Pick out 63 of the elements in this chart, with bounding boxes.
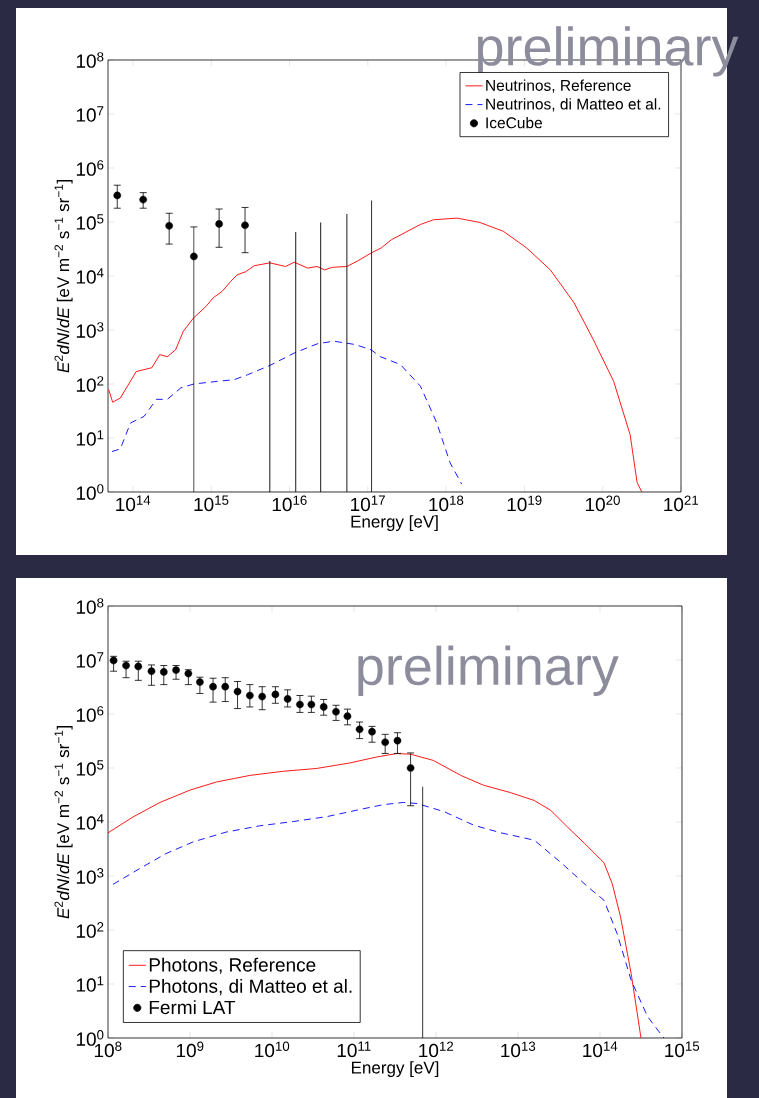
y-tick-label: 10$^{5}$	[76, 760, 104, 776]
y-tick-label: 10$^{8}$	[76, 598, 104, 614]
x-tick-label: 10$^{21}$	[664, 495, 699, 512]
text: E$^{2}$dN/dE [eV m$^{−2}$ s$^{−1}$ sr$^{−1}$]	[54, 726, 73, 919]
point	[319, 703, 328, 711]
y-tick-label: 10$^{2}$	[76, 922, 104, 938]
point	[134, 662, 143, 671]
legend-label: Neutrinos, Reference	[486, 79, 631, 93]
legend-label: Photons, Reference	[149, 957, 316, 974]
y-tick-label: 10$^{1}$	[76, 430, 104, 446]
point	[393, 736, 402, 745]
point	[109, 656, 118, 665]
x-axis-title: Energy [eV]	[351, 515, 438, 531]
point	[283, 695, 292, 703]
point	[221, 682, 230, 691]
y-tick-label: 10$^{4}$	[76, 814, 104, 830]
x-tick-label: 10$^{12}$	[419, 1041, 454, 1058]
x-tick-label: 10$^{14}$	[116, 495, 151, 512]
y-tick-label: 10$^{8}$	[76, 52, 104, 68]
y-tick-label: 10$^{2}$	[76, 376, 104, 392]
point	[159, 668, 168, 676]
x-tick-label: 10$^{13}$	[501, 1041, 536, 1058]
point	[139, 195, 147, 204]
y-tick-label: 10$^{0}$	[76, 484, 104, 500]
y-tick-label: 10$^{1}$	[76, 976, 104, 992]
legend-label: Neutrinos, di Matteo et al.	[486, 98, 661, 112]
point	[271, 690, 280, 699]
x-tick-label: 10$^{11}$	[337, 1041, 371, 1058]
legend-label: IceCube	[486, 116, 542, 129]
point	[184, 669, 193, 678]
y-tick-label: 10$^{6}$	[76, 706, 104, 722]
x-tick-label: 10$^{14}$	[583, 1041, 618, 1058]
y-tick-label: 10$^{7}$	[76, 652, 104, 668]
point	[147, 667, 156, 676]
point	[307, 700, 316, 709]
point	[406, 764, 415, 772]
y-tick-label: 10$^{6}$	[76, 160, 104, 176]
x-axis-title: Energy [eV]	[351, 1061, 439, 1077]
point	[113, 191, 122, 200]
x-tick-label: 10$^{15}$	[665, 1041, 700, 1058]
y-tick-label: 10$^{3}$	[76, 322, 104, 338]
point	[165, 222, 173, 230]
x-tick-label: 10$^{19}$	[507, 495, 542, 512]
x-tick-label: 10$^{10}$	[255, 1041, 290, 1058]
x-tick-label: 10$^{17}$	[351, 495, 385, 512]
point	[233, 687, 242, 696]
x-tick-label: 10$^{9}$	[176, 1041, 204, 1058]
y-tick-label: 10$^{4}$	[76, 268, 104, 284]
legend-label: Photons, di Matteo et al.	[149, 978, 352, 996]
y-tick-label: 10$^{3}$	[76, 868, 104, 884]
y-tick-label: 10$^{5}$	[76, 214, 104, 230]
annotation: preliminary	[358, 645, 619, 696]
x-tick-label: 10$^{15}$	[194, 495, 229, 512]
x-tick-label: 10$^{18}$	[429, 495, 464, 512]
x-tick-label: 10$^{20}$	[585, 495, 620, 512]
point	[343, 712, 352, 721]
point	[381, 738, 389, 747]
point	[355, 725, 364, 734]
legend-label: Fermi LAT	[149, 1000, 236, 1015]
y-tick-label: 10$^{7}$	[76, 106, 104, 122]
x-tick-label: 10$^{16}$	[272, 495, 307, 512]
text: E$^{2}$dN/dE [eV m$^{−2}$ s$^{−1}$ sr$^{−1}$]	[54, 180, 73, 373]
point	[258, 692, 266, 701]
